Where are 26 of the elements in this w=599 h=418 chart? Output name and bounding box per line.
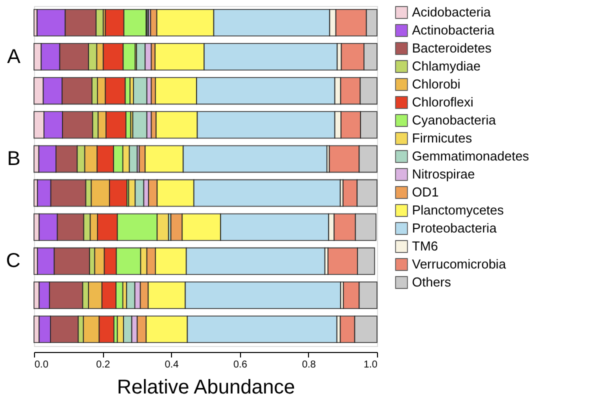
- x-tick-label: 0.8: [302, 360, 316, 370]
- legend-label: Chloroflexi: [412, 94, 474, 110]
- legend-label: Acidobacteria: [412, 4, 492, 20]
- legend-label: Gemmatimonadetes: [412, 148, 530, 164]
- legend-label: Actinobacteria: [412, 22, 496, 38]
- x-tick-label: 0.0: [34, 360, 49, 370]
- legend-label: Verrucomicrobia: [412, 256, 507, 272]
- legend-label: Proteobacteria: [412, 220, 498, 236]
- legend-label: TM6: [412, 238, 438, 254]
- legend-label: Nitrospirae: [412, 166, 475, 182]
- x-tick-label: 0.2: [96, 360, 110, 370]
- legend-label: Chlamydiae: [412, 58, 481, 74]
- x-tick-label: 0.4: [164, 360, 180, 370]
- legend-label: Others: [412, 274, 452, 290]
- y-tick-label: A: [7, 46, 22, 68]
- legend-label: OD1: [412, 184, 439, 200]
- x-tick-label: 0.6: [233, 360, 248, 370]
- y-tick-label: C: [6, 250, 20, 272]
- x-tick-label: 1.0: [364, 360, 378, 370]
- legend-label: Bacteroidetes: [412, 40, 492, 56]
- x-axis-title: Relative Abundance: [117, 376, 295, 398]
- legend-label: Cyanobacteria: [412, 112, 497, 128]
- y-tick-label: B: [7, 148, 20, 170]
- legend-label: Firmicutes: [412, 130, 472, 146]
- legend-label: Planctomycetes: [412, 202, 504, 218]
- legend-label: Chlorobi: [412, 76, 461, 92]
